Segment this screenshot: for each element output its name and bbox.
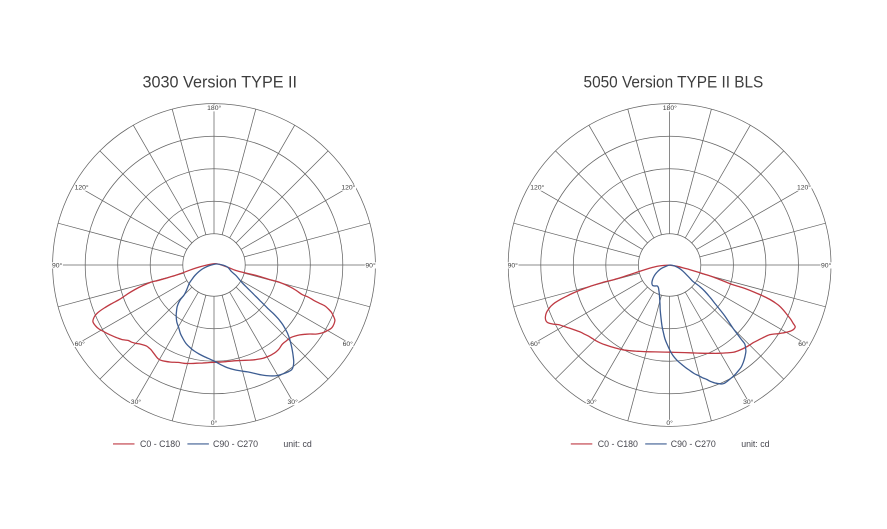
svg-text:30°: 30° — [131, 398, 142, 406]
svg-text:180°: 180° — [663, 104, 677, 112]
svg-text:60°: 60° — [75, 340, 86, 348]
svg-text:C90 - C270: C90 - C270 — [671, 439, 716, 449]
svg-text:3030 Version TYPE II: 3030 Version TYPE II — [143, 73, 298, 92]
svg-text:5050 Version TYPE II BLS: 5050 Version TYPE II BLS — [584, 73, 764, 92]
svg-text:120°: 120° — [797, 184, 811, 192]
svg-text:0°: 0° — [666, 419, 673, 427]
svg-text:C0 - C180: C0 - C180 — [598, 439, 638, 449]
svg-text:unit: cd: unit: cd — [741, 439, 769, 449]
svg-text:90°: 90° — [508, 261, 519, 269]
svg-text:30°: 30° — [743, 398, 754, 406]
svg-text:30°: 30° — [586, 398, 597, 406]
svg-text:C0 - C180: C0 - C180 — [140, 439, 180, 449]
svg-text:120°: 120° — [530, 184, 544, 192]
svg-text:90°: 90° — [365, 261, 376, 269]
svg-text:0°: 0° — [211, 419, 218, 427]
svg-text:unit: cd: unit: cd — [283, 439, 311, 449]
svg-text:C90 - C270: C90 - C270 — [213, 439, 258, 449]
svg-text:60°: 60° — [798, 340, 809, 348]
svg-text:30°: 30° — [288, 398, 299, 406]
svg-text:60°: 60° — [530, 340, 541, 348]
svg-text:90°: 90° — [821, 261, 832, 269]
svg-text:120°: 120° — [341, 184, 355, 192]
svg-text:120°: 120° — [75, 184, 89, 192]
svg-text:60°: 60° — [343, 340, 354, 348]
svg-text:180°: 180° — [207, 104, 221, 112]
svg-text:90°: 90° — [52, 261, 63, 269]
